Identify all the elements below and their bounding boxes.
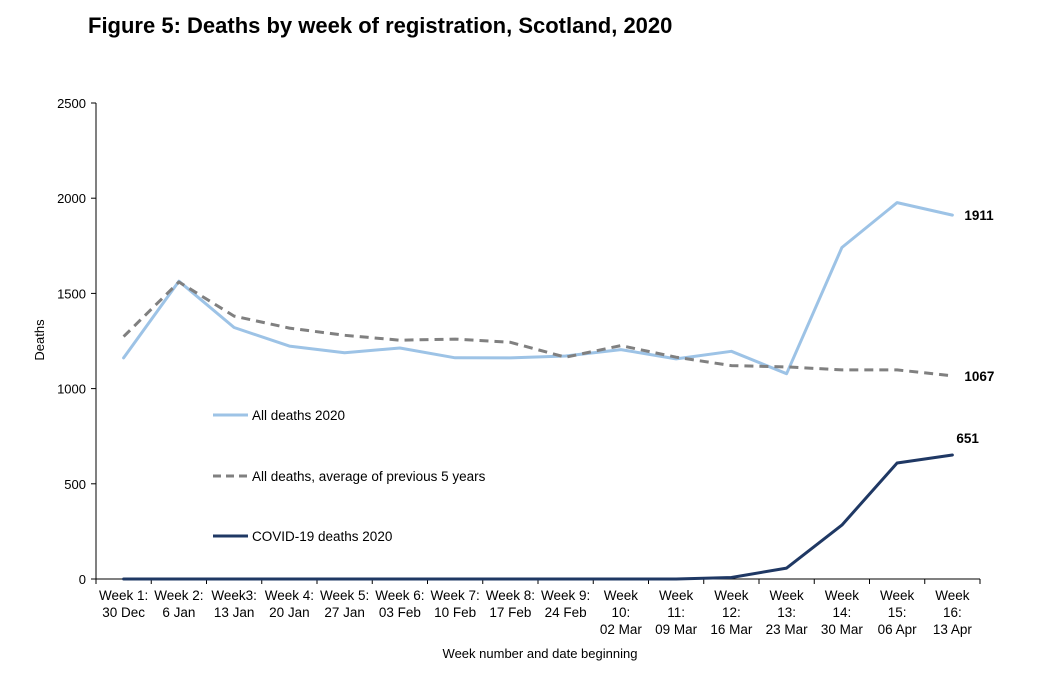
x-tick-label: Week 5: 27 Jan [320, 588, 369, 620]
chart-end-labels: 1911 1067 651 [956, 208, 994, 446]
chart-legend: All deaths 2020 All deaths, average of pr… [213, 408, 486, 544]
x-tick-label: Week 1: 30 Dec [99, 588, 148, 620]
x-tick-label: Week 15: 06 Apr [878, 588, 918, 637]
y-tick-label: 2000 [57, 191, 86, 206]
y-tick-label: 2500 [57, 96, 86, 111]
series-end-label-1: 1911 [964, 208, 994, 223]
y-tick-label: 1500 [57, 286, 86, 301]
chart-series [122, 201, 954, 581]
x-tick-label: Week 16: 13 Apr [933, 588, 973, 637]
x-tick-label: Week 7: 10 Feb [430, 588, 479, 620]
x-axis-label: Week number and date beginning [443, 646, 638, 661]
x-tick-label: Week 11: 09 Mar [655, 588, 698, 637]
y-tick-label: 0 [79, 572, 86, 587]
legend-label-1: All deaths 2020 [252, 408, 345, 423]
series-line-3 [122, 453, 954, 581]
x-tick-label: Week 4: 20 Jan [265, 588, 314, 620]
x-tick-label: Week 2: 6 Jan [154, 588, 203, 620]
series-line-1 [122, 201, 954, 376]
x-tick-label: Week 14: 30 Mar [821, 588, 864, 637]
x-tick-label: Week 10: 02 Mar [600, 588, 643, 637]
x-tick-label: Week 9: 24 Feb [541, 588, 590, 620]
x-tick-label: Week 13: 23 Mar [766, 588, 809, 637]
x-tick-label: Week 6: 03 Feb [375, 588, 424, 620]
chart-title: Figure 5: Deaths by week of registration… [88, 13, 673, 38]
series-end-label-3: 651 [956, 431, 979, 446]
x-tick-label: Week 12: 16 Mar [710, 588, 753, 637]
series-line-2 [122, 280, 953, 378]
legend-label-3: COVID-19 deaths 2020 [252, 529, 392, 544]
y-axis-label: Deaths [32, 319, 47, 361]
y-tick-label: 1000 [57, 382, 86, 397]
series-end-label-2: 1067 [964, 369, 994, 384]
x-tick-label: Week3: 13 Jan [211, 588, 257, 620]
x-tick-label: Week 8: 17 Feb [486, 588, 535, 620]
legend-label-2: All deaths, average of previous 5 years [252, 469, 486, 484]
y-tick-label: 500 [64, 477, 86, 492]
